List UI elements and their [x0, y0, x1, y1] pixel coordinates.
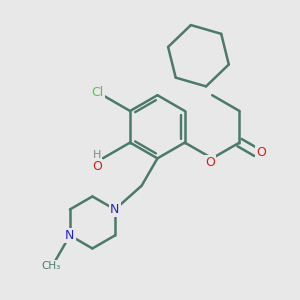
- Text: Cl: Cl: [92, 86, 104, 99]
- Text: N: N: [110, 203, 120, 216]
- Text: N: N: [65, 229, 75, 242]
- Text: O: O: [205, 156, 215, 169]
- Text: O: O: [92, 160, 102, 173]
- Text: O: O: [256, 146, 266, 159]
- Text: CH₃: CH₃: [41, 261, 61, 271]
- Text: H: H: [92, 150, 101, 161]
